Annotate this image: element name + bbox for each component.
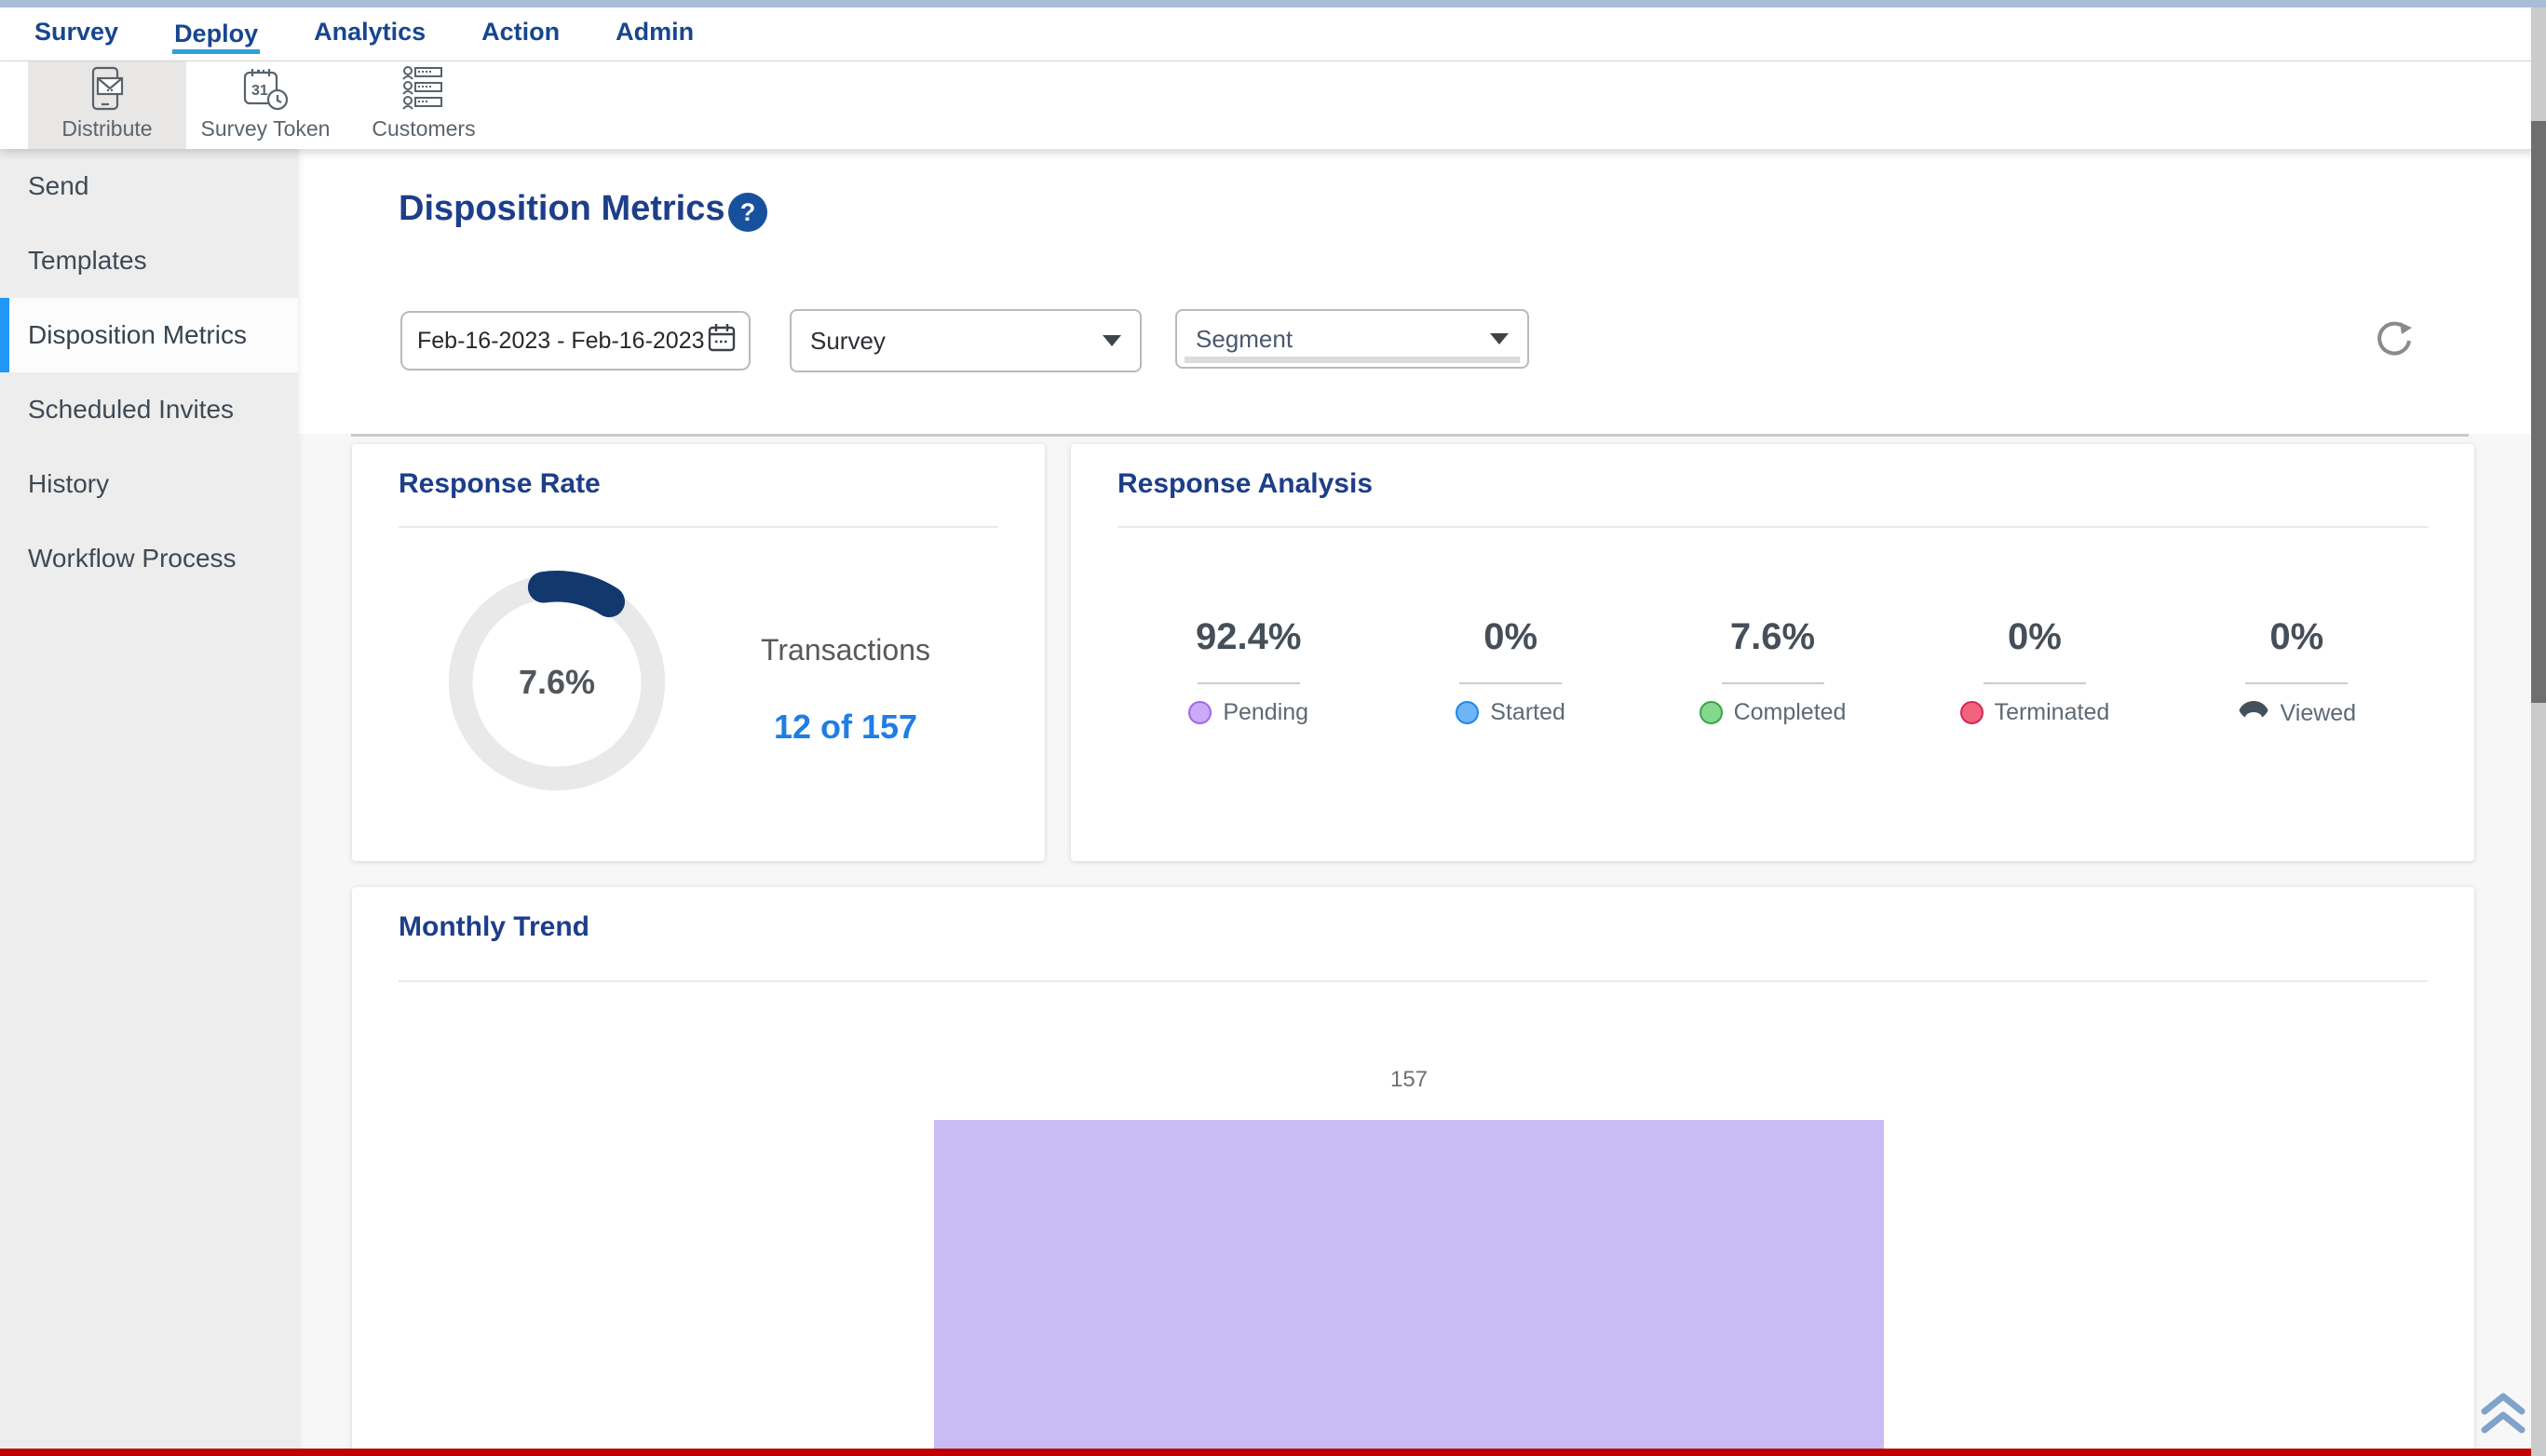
question-mark-icon[interactable]: ?: [728, 193, 767, 232]
sidebar-item-scheduled-invites[interactable]: Scheduled Invites: [28, 395, 235, 424]
survey-dropdown-value: Survey: [810, 326, 886, 355]
stat-rule: [1983, 682, 2086, 684]
header-panel: [298, 149, 2546, 434]
monthly-trend-bar[interactable]: [934, 1120, 1884, 1456]
stat-label: Pending: [1223, 699, 1309, 725]
chevron-down-icon: [1103, 335, 1121, 346]
nav-item-admin[interactable]: Admin: [616, 17, 695, 46]
response-rate-donut-chart: 7.6%: [442, 568, 671, 797]
stat-completed: 7.6% Completed: [1642, 616, 1903, 728]
started-dot: [1456, 701, 1480, 724]
scrollbar-track[interactable]: [2531, 7, 2546, 1456]
stat-label: Completed: [1733, 699, 1847, 725]
primary-nav: Survey Deploy Analytics Action Admin: [0, 7, 2546, 61]
stat-pending: 92.4% Pending: [1117, 616, 1379, 728]
segment-underline: [1185, 357, 1520, 363]
card-title: Response Rate: [399, 468, 601, 499]
svg-text:31: 31: [251, 83, 268, 99]
header-divider: [351, 434, 2469, 437]
stat-rule: [1721, 682, 1824, 684]
stat-value: 0%: [2269, 616, 2324, 657]
scrollbar-thumb[interactable]: [2531, 121, 2546, 703]
transactions-label: Transactions: [761, 633, 930, 667]
card-title-rule: [399, 980, 2428, 982]
date-range-input[interactable]: Feb-16-2023 - Feb-16-2023: [400, 311, 751, 371]
window-top-strip: [0, 0, 2546, 7]
stat-label: Viewed: [2280, 700, 2357, 726]
chevron-down-icon: [1490, 333, 1509, 344]
date-range-value: Feb-16-2023 - Feb-16-2023: [417, 327, 705, 354]
sidebar-item-label: Disposition Metrics: [28, 320, 247, 349]
completed-dot: [1699, 701, 1723, 724]
stat-label: Started: [1490, 699, 1565, 725]
stat-rule: [1197, 682, 1300, 684]
back-to-top-button[interactable]: [2477, 1389, 2529, 1437]
eye-icon: [2238, 699, 2269, 728]
stat-terminated: 0% Terminated: [1903, 616, 2165, 728]
stat-viewed: 0% Viewed: [2166, 616, 2428, 728]
survey-dropdown[interactable]: Survey: [790, 309, 1142, 372]
segment-dropdown-value: Segment: [1196, 324, 1293, 353]
toolbar-tab-survey-token[interactable]: 31 Survey Token: [186, 61, 345, 149]
toolbar-tab-label: Customers: [372, 116, 476, 141]
response-rate-card: Response Rate 7.6% Transactions 12 of 15…: [352, 444, 1045, 861]
sidebar-item-disposition-metrics[interactable]: Disposition Metrics: [0, 298, 298, 372]
calendar-clock-icon: 31: [242, 66, 289, 111]
stat-started: 0% Started: [1379, 616, 1641, 728]
card-title: Response Analysis: [1117, 468, 1373, 499]
sidebar-item-templates[interactable]: Templates: [28, 246, 147, 275]
sidebar: Send Templates Disposition Metrics Sched…: [0, 149, 298, 1456]
donut-center-label: 7.6%: [518, 663, 596, 701]
active-item-accent-bar: [0, 298, 9, 372]
nav-item-deploy[interactable]: Deploy: [172, 14, 261, 54]
card-title-rule: [1117, 526, 2428, 528]
stat-value: 7.6%: [1729, 616, 1816, 657]
deploy-toolbar: Distribute 31 Survey Token: [0, 61, 2546, 149]
stat-label: Terminated: [1994, 699, 2110, 725]
stat-value: 0%: [1483, 616, 1538, 657]
calendar-icon[interactable]: [708, 323, 736, 359]
response-analysis-stats: 92.4% Pending 0% Started 7.6%: [1117, 616, 2428, 728]
transactions-value-link[interactable]: 12 of 157: [773, 708, 918, 746]
bar-data-label: 157: [1389, 1067, 1429, 1092]
phone-envelope-icon: [87, 66, 128, 111]
bottom-red-line: [0, 1449, 2546, 1456]
sidebar-item-send[interactable]: Send: [28, 171, 89, 200]
toolbar-tab-label: Survey Token: [200, 116, 331, 141]
refresh-icon[interactable]: [2373, 317, 2416, 359]
nav-item-survey[interactable]: Survey: [34, 17, 119, 46]
segment-dropdown[interactable]: Segment: [1175, 309, 1529, 369]
nav-item-action[interactable]: Action: [481, 17, 561, 46]
toolbar-tab-label: Distribute: [61, 116, 153, 141]
toolbar-tab-customers[interactable]: Customers: [345, 61, 503, 149]
customer-list-icon: [401, 66, 446, 111]
stat-value: 92.4%: [1195, 616, 1302, 657]
terminated-dot: [1959, 701, 1984, 724]
sidebar-item-workflow-process[interactable]: Workflow Process: [28, 544, 237, 573]
nav-item-analytics[interactable]: Analytics: [314, 17, 427, 46]
page-title: Disposition Metrics: [399, 189, 725, 228]
pending-dot: [1188, 701, 1212, 724]
stat-value: 0%: [2008, 616, 2062, 657]
response-analysis-card: Response Analysis 92.4% Pending 0% Start…: [1071, 444, 2474, 861]
donut-arc: [527, 571, 626, 618]
monthly-trend-card: Monthly Trend 157: [352, 887, 2474, 1456]
card-title: Monthly Trend: [399, 911, 589, 942]
card-title-rule: [399, 526, 998, 528]
toolbar-tab-distribute[interactable]: Distribute: [28, 61, 186, 149]
stat-rule: [2245, 682, 2349, 684]
sidebar-item-history[interactable]: History: [28, 469, 110, 498]
stat-rule: [1459, 682, 1563, 684]
